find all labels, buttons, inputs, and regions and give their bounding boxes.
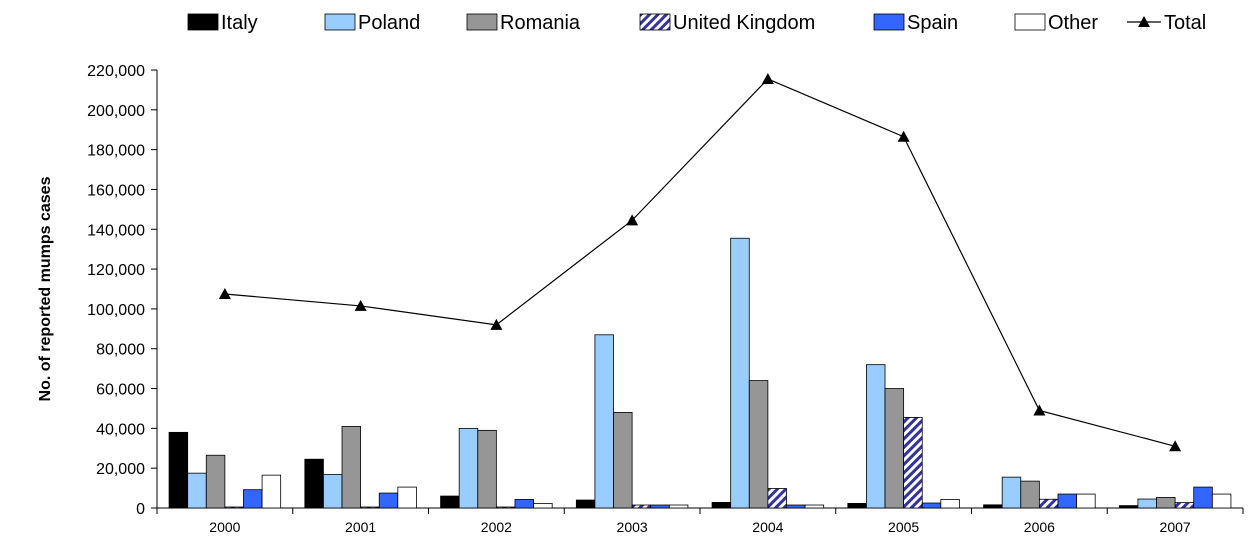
x-tick-label: 2003 <box>617 519 648 535</box>
x-tick-label: 2005 <box>888 519 919 535</box>
x-tick-label: 2006 <box>1024 519 1055 535</box>
bar-spain-2004 <box>786 504 806 509</box>
total-point-2007 <box>1169 440 1182 452</box>
bar-united-kingdom-2003 <box>631 504 652 509</box>
y-tick-label: 40,000 <box>96 421 145 438</box>
total-point-2003 <box>626 214 639 226</box>
bar-poland-2003 <box>594 334 614 509</box>
bar-italy-2003 <box>575 499 596 509</box>
bar-united-kingdom-2007 <box>1174 502 1195 509</box>
bar-poland-2005 <box>866 364 886 509</box>
bar-romania-2004 <box>748 380 769 509</box>
legend-united-kingdom-label: United Kingdom <box>673 12 815 34</box>
bar-romania-2002 <box>477 429 497 509</box>
y-tick-label: 220,000 <box>87 63 145 80</box>
y-tick-label: 0 <box>136 501 145 518</box>
legend-italy-swatch <box>187 13 219 31</box>
bar-poland-2000 <box>187 472 207 509</box>
bar-poland-2006 <box>1001 476 1022 509</box>
bar-italy-2002 <box>440 495 460 509</box>
legend-italy-label: Italy <box>221 12 258 34</box>
bar-other-2001 <box>397 486 417 509</box>
total-point-2002 <box>490 318 503 330</box>
legend-romania-swatch <box>466 13 498 31</box>
total-point-2006 <box>1033 404 1046 416</box>
legend-poland-label: Poland <box>358 12 420 34</box>
bar-italy-2006 <box>983 504 1003 509</box>
bar-romania-2007 <box>1156 497 1176 509</box>
bar-united-kingdom-2005 <box>903 417 923 509</box>
bar-united-kingdom-2004 <box>767 488 787 509</box>
bar-poland-2004 <box>730 237 750 509</box>
bar-spain-2003 <box>650 504 670 509</box>
y-tick-label: 200,000 <box>87 103 145 120</box>
y-tick-label: 180,000 <box>87 143 145 160</box>
bar-spain-2001 <box>378 492 399 509</box>
x-tick-label: 2002 <box>481 519 512 535</box>
legend-spain-label: Spain <box>907 12 958 34</box>
bar-italy-2000 <box>168 431 189 509</box>
y-axis: 0 20,000 40,000 60,000 80,000 100,000 120,000 1… <box>87 63 158 518</box>
bar-other-2000 <box>261 474 282 509</box>
bar-other-2004 <box>804 504 825 509</box>
bars <box>168 237 1232 509</box>
bar-italy-2004 <box>711 502 732 509</box>
total-point-2000 <box>218 287 231 299</box>
y-tick-label: 20,000 <box>96 461 145 478</box>
bar-spain-2000 <box>243 489 263 509</box>
total-line <box>218 72 1182 452</box>
total-point-2001 <box>354 299 367 311</box>
bar-spain-2005 <box>921 502 942 509</box>
legend: Italy Poland Romania United Kingdom Spain Oth… <box>187 12 1206 34</box>
total-line-path <box>224 78 1176 447</box>
x-tick-label: 2001 <box>345 519 376 535</box>
legend-other-swatch <box>1014 13 1046 31</box>
bar-spain-2002 <box>514 499 534 509</box>
legend-spain-swatch <box>873 13 905 31</box>
legend-other-label: Other <box>1048 12 1098 34</box>
bar-united-kingdom-2001 <box>360 506 380 509</box>
bar-poland-2007 <box>1137 498 1157 509</box>
bar-other-2005 <box>940 499 960 509</box>
y-tick-label: 80,000 <box>96 342 145 359</box>
y-tick-label: 160,000 <box>87 182 145 199</box>
bar-united-kingdom-2000 <box>224 506 244 509</box>
bar-italy-2001 <box>304 458 324 509</box>
y-tick-label: 60,000 <box>96 382 145 399</box>
legend-united-kingdom-swatch <box>639 13 671 31</box>
bar-romania-2001 <box>341 425 362 509</box>
bar-romania-2006 <box>1020 480 1040 509</box>
legend-romania-label: Romania <box>500 12 581 34</box>
bar-romania-2005 <box>884 388 905 509</box>
bar-other-2002 <box>533 503 553 509</box>
bar-poland-2001 <box>323 474 343 509</box>
y-tick-label: 140,000 <box>87 222 145 239</box>
bar-poland-2002 <box>458 427 479 509</box>
bar-other-2006 <box>1076 493 1096 509</box>
y-axis-label: No. of reported mumps cases <box>37 176 54 401</box>
bar-other-2003 <box>668 504 689 509</box>
y-tick-label: 100,000 <box>87 302 145 319</box>
bar-united-kingdom-2006 <box>1038 498 1059 509</box>
legend-total-label: Total <box>1164 12 1206 34</box>
total-point-2005 <box>897 130 910 142</box>
bar-spain-2006 <box>1057 493 1077 509</box>
y-tick-label: 120,000 <box>87 262 145 279</box>
total-point-2004 <box>761 72 774 84</box>
x-tick-label: 2007 <box>1160 519 1191 535</box>
bar-italy-2005 <box>847 503 867 509</box>
bar-spain-2007 <box>1193 486 1213 509</box>
x-tick-label: 2004 <box>752 519 783 535</box>
bar-romania-2003 <box>613 412 633 509</box>
legend-total-marker <box>1138 16 1150 27</box>
bar-italy-2007 <box>1118 505 1139 509</box>
x-tick-label: 2000 <box>209 519 240 535</box>
bar-united-kingdom-2002 <box>495 506 516 509</box>
bar-romania-2000 <box>205 454 226 509</box>
x-axis: 2000 2001 2002 2003 2004 2005 2006 2007 <box>156 507 1244 535</box>
bar-other-2007 <box>1211 493 1232 509</box>
legend-poland-swatch <box>324 13 356 31</box>
